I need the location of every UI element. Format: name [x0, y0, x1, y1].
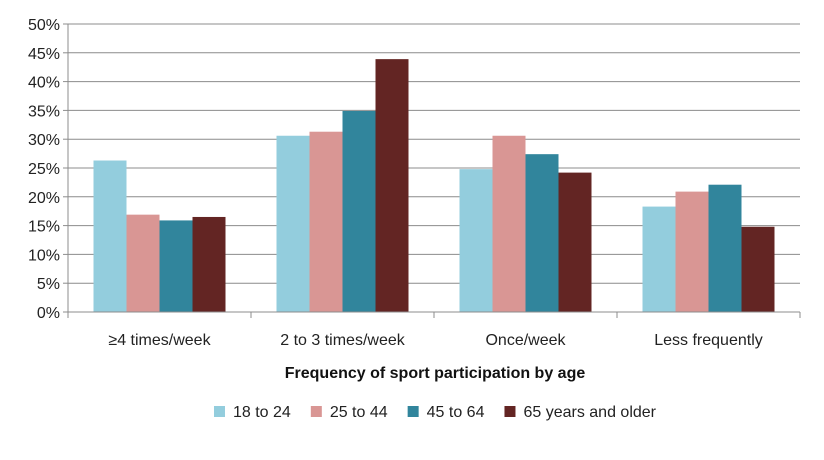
bar	[192, 216, 226, 312]
y-tick-label: 10%	[28, 247, 60, 264]
bar	[342, 110, 376, 312]
y-tick-label: 30%	[28, 132, 60, 149]
legend-swatch	[407, 406, 419, 417]
legend-swatch	[504, 406, 516, 417]
bar	[492, 135, 526, 312]
bar	[558, 172, 592, 312]
bar	[276, 135, 310, 312]
x-category-label: Less frequently	[654, 332, 763, 349]
y-tick-label: 20%	[28, 190, 60, 207]
bar	[459, 169, 493, 312]
x-axis-title: Frequency of sport participation by age	[285, 365, 586, 382]
y-tick-label: 25%	[28, 161, 60, 178]
x-category-label: 2 to 3 times/week	[280, 332, 406, 349]
legend-label: 18 to 24	[233, 404, 291, 421]
bar	[375, 59, 409, 312]
y-tick-label: 45%	[28, 46, 60, 63]
bars	[93, 59, 775, 312]
legend-label: 45 to 64	[427, 404, 485, 421]
x-category-label: ≥4 times/week	[108, 332, 211, 349]
bar	[159, 220, 193, 312]
x-category-label: Once/week	[485, 332, 566, 349]
legend: 18 to 24 25 to 44 45 to 64 65 years and old…	[213, 404, 657, 421]
axes	[67, 24, 801, 318]
bar	[708, 184, 742, 312]
bar	[93, 160, 127, 312]
y-tick-label: 5%	[37, 276, 60, 293]
bar	[675, 191, 709, 312]
y-tick-label: 40%	[28, 75, 60, 92]
legend-label: 65 years and older	[523, 404, 656, 421]
x-axis-category-labels: ≥4 times/week 2 to 3 times/week Once/week L…	[108, 332, 762, 349]
y-tick-label: 15%	[28, 219, 60, 236]
bar	[309, 131, 343, 312]
y-tick-label: 50%	[28, 17, 60, 34]
legend-swatch	[213, 406, 225, 417]
legend-swatch	[310, 406, 322, 417]
bar	[642, 206, 676, 312]
bar	[126, 214, 160, 312]
y-tick-label: 35%	[28, 103, 60, 120]
bar	[741, 226, 775, 312]
y-tick-label: 0%	[37, 305, 60, 322]
bar	[525, 154, 559, 312]
y-axis-tick-labels: 0% 5% 10% 15% 20% 25% 30% 35% 40% 45% 50%	[28, 17, 60, 322]
legend-label: 25 to 44	[330, 404, 388, 421]
